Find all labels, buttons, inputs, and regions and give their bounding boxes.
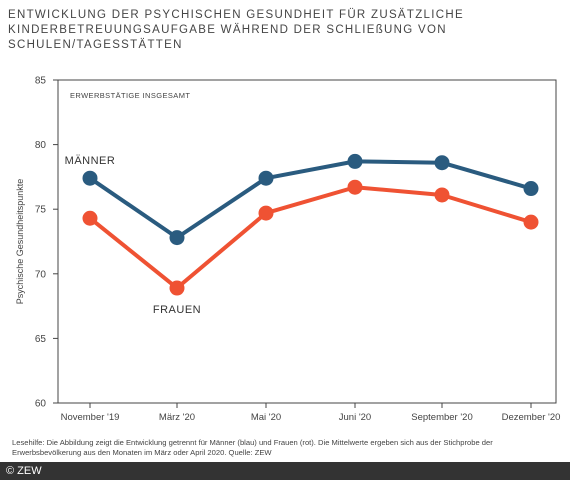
data-point bbox=[523, 181, 539, 197]
data-point bbox=[347, 153, 363, 169]
y-tick-label: 80 bbox=[35, 140, 47, 151]
data-point bbox=[258, 170, 274, 186]
data-point bbox=[434, 187, 450, 203]
series-line-frauen bbox=[88, 185, 532, 291]
x-tick-label: Mai '20 bbox=[251, 412, 281, 423]
x-tick-label: März '20 bbox=[159, 412, 195, 423]
y-tick-label: 85 bbox=[35, 76, 47, 87]
y-tick-label: 75 bbox=[35, 205, 47, 216]
plot-frame bbox=[57, 79, 557, 404]
y-tick-label: 70 bbox=[35, 269, 47, 280]
x-tick-label: September '20 bbox=[411, 412, 473, 423]
copyright-bar: © ZEW bbox=[0, 462, 570, 480]
x-tick-label: Dezember '20 bbox=[502, 412, 561, 423]
x-tick-label: Juni '20 bbox=[339, 412, 371, 423]
data-point bbox=[258, 205, 274, 221]
y-axis-label: Psychische Gesundheitspunkte bbox=[15, 179, 25, 305]
line-chart: 60 65 70 75 80 85 November '19 März '20 Mai '20 J… bbox=[15, 76, 561, 424]
series-label-maenner: MÄNNER bbox=[65, 155, 116, 167]
chart-title: ENTWICKLUNG DER PSYCHISCHEN GESUNDHEIT F… bbox=[8, 9, 464, 51]
data-point bbox=[169, 230, 185, 246]
data-point bbox=[523, 214, 539, 230]
y-tick-label: 65 bbox=[35, 334, 47, 345]
chart-subtitle: ERWERBSTÄTIGE INSGESAMT bbox=[70, 91, 190, 100]
data-point bbox=[82, 210, 98, 226]
data-point bbox=[347, 179, 363, 195]
data-point bbox=[434, 155, 450, 171]
data-point bbox=[169, 280, 185, 296]
y-tick-label: 60 bbox=[35, 399, 47, 410]
x-tick-label: November '19 bbox=[61, 412, 120, 423]
data-point bbox=[82, 170, 98, 186]
series-label-frauen: FRAUEN bbox=[153, 304, 201, 316]
reading-note: Lesehilfe: Die Abbildung zeigt die Entwi… bbox=[12, 438, 493, 457]
series-line-maenner bbox=[88, 159, 532, 240]
